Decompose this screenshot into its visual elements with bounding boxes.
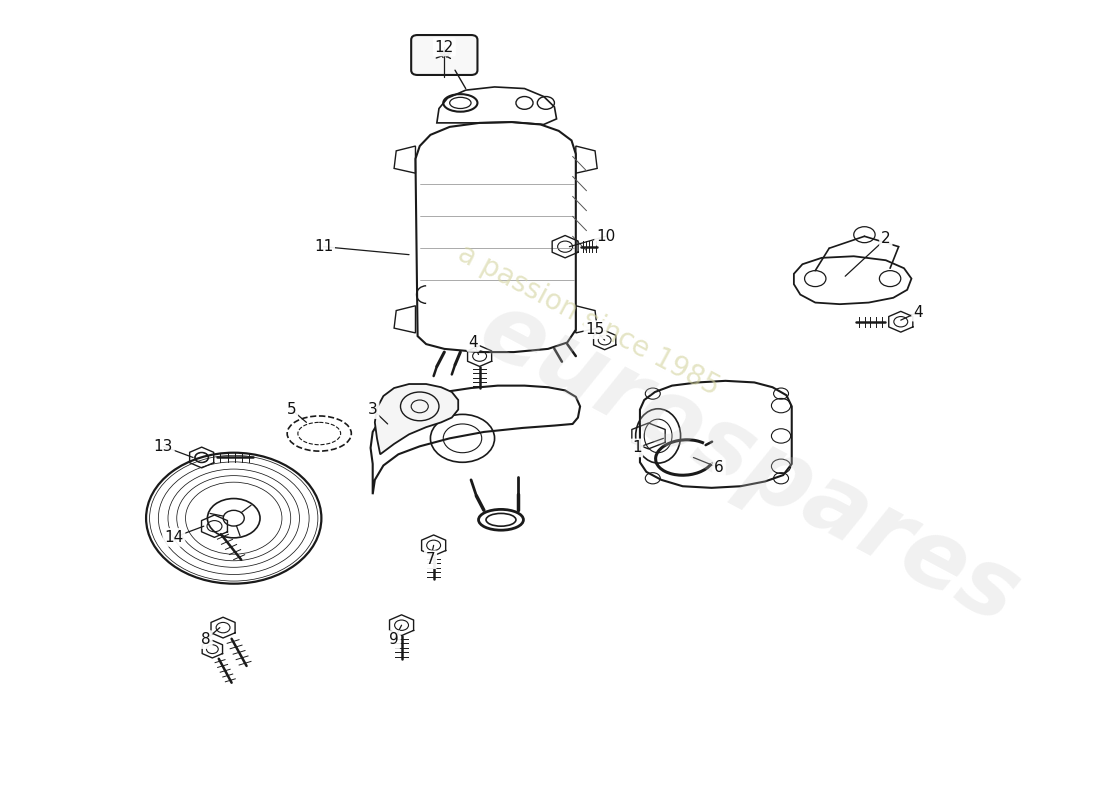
Text: eurospares: eurospares (463, 283, 1034, 645)
Text: 15: 15 (585, 322, 605, 338)
Text: 4: 4 (913, 305, 923, 320)
Polygon shape (375, 384, 459, 454)
Text: a passion since 1985: a passion since 1985 (453, 239, 724, 401)
Text: 5: 5 (287, 402, 296, 417)
Text: 13: 13 (154, 439, 173, 454)
Text: 14: 14 (164, 530, 184, 545)
Text: 3: 3 (367, 402, 377, 417)
Text: 12: 12 (434, 39, 454, 54)
Text: 1: 1 (631, 441, 641, 455)
Text: 8: 8 (201, 632, 211, 647)
Text: 6: 6 (714, 460, 724, 475)
Text: 4: 4 (469, 335, 478, 350)
Text: 10: 10 (596, 229, 615, 244)
Text: 7: 7 (426, 552, 436, 567)
Text: 9: 9 (389, 632, 399, 647)
Text: 11: 11 (314, 239, 333, 254)
Text: 2: 2 (881, 231, 891, 246)
FancyBboxPatch shape (411, 35, 477, 75)
